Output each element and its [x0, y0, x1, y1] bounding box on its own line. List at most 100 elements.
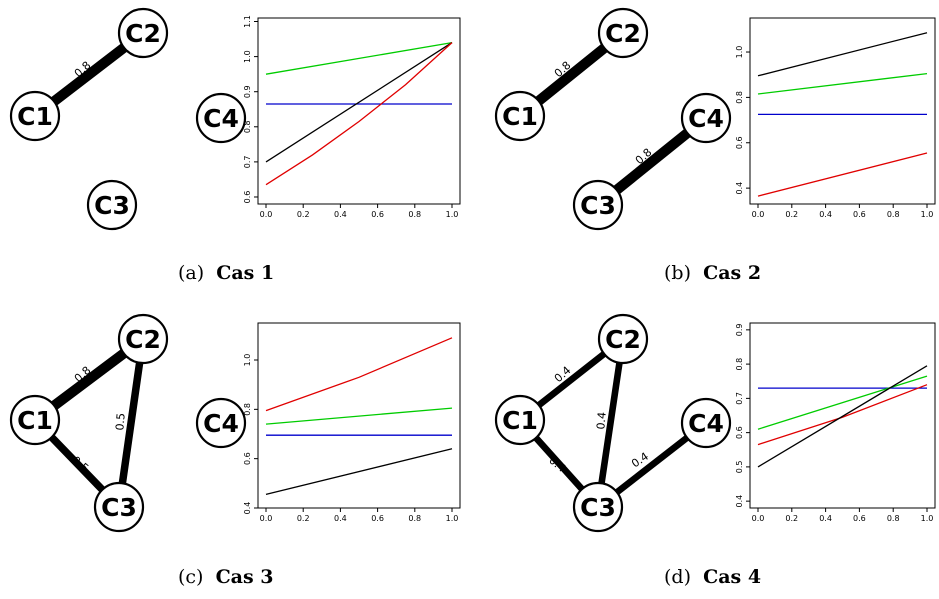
node-c3: [572, 179, 624, 231]
y-tick-label: 0.6: [243, 452, 252, 465]
node-label-c1: C1: [502, 406, 538, 435]
x-tick-label: 0.8: [887, 210, 900, 219]
plot-frame: [749, 17, 936, 205]
x-tick-label: 1.0: [921, 514, 934, 523]
x-tick-label: 0.2: [297, 514, 310, 523]
y-tick-label: 0.8: [735, 91, 744, 104]
node-label-c2: C2: [605, 19, 641, 48]
node-c2: [597, 313, 649, 365]
series-line: [757, 365, 928, 468]
caption-d: (d) Cas 4: [664, 566, 761, 588]
y-tick-label: 0.6: [243, 191, 252, 204]
node-label-c4: C4: [688, 409, 724, 438]
node-label-c1: C1: [17, 102, 53, 131]
y-tick-label: 0.4: [243, 502, 252, 515]
series-line: [265, 42, 453, 163]
x-tick-label: 0.4: [819, 514, 832, 523]
x-tick-label: 0.0: [752, 210, 765, 219]
x-tick-label: 0.8: [887, 514, 900, 523]
plot-frame: [257, 322, 461, 509]
node-c3: [93, 481, 145, 533]
y-tick-label: 1.0: [243, 50, 252, 63]
node-c2: [117, 7, 169, 59]
x-tick-label: 0.6: [853, 514, 866, 523]
node-c3: [86, 179, 138, 231]
x-tick-label: 0.4: [334, 514, 347, 523]
node-label-c1: C1: [17, 406, 53, 435]
series-line: [265, 448, 453, 496]
y-tick-label: 0.6: [735, 136, 744, 149]
edge-c2-c3: [594, 335, 627, 511]
y-tick-label: 0.9: [243, 85, 252, 98]
node-label-c4: C4: [203, 409, 239, 438]
node-label-c1: C1: [502, 102, 538, 131]
caption-d-letter: (d): [664, 566, 691, 588]
node-c4: [680, 92, 732, 144]
x-tick-label: 0.6: [371, 210, 384, 219]
node-label-c2: C2: [125, 325, 161, 354]
line-plot: 0.0 0.2 0.4 0.6 0.8 1.0 0.4 0.5 0.6 0.7 0.8 0.9: [735, 322, 936, 523]
caption-c-letter: (c): [178, 566, 204, 588]
caption-b-title: Cas 2: [703, 262, 762, 284]
x-tick-label: 0.0: [752, 514, 765, 523]
panel-2: 0.8 0.8 C1 C2 C3 C4 0.0 0.2 0.4 0.6 0.8 1.0 0.4 0.6 0.…: [494, 7, 936, 231]
caption-c: (c) Cas 3: [178, 566, 274, 588]
node-c1: [9, 90, 61, 142]
node-c4: [195, 397, 247, 449]
series-line: [265, 407, 453, 425]
line-plot: 0.0 0.2 0.4 0.6 0.8 1.0 0.6 0.7 0.8 0.9 1.0 1.1: [243, 15, 461, 219]
series-line: [265, 41, 453, 75]
line-plot: 0.0 0.2 0.4 0.6 0.8 1.0 0.4 0.6 0.8 1.0: [243, 322, 461, 523]
caption-a: (a) Cas 1: [178, 262, 274, 284]
series-line: [757, 72, 928, 95]
node-label-c3: C3: [580, 191, 616, 220]
series-line: [757, 384, 928, 446]
node-label-c4: C4: [688, 104, 724, 133]
y-tick-label: 1.0: [243, 354, 252, 367]
node-label-c2: C2: [605, 325, 641, 354]
x-tick-label: 1.0: [921, 210, 934, 219]
plot-frame: [257, 17, 461, 205]
edge-weight-label: 0.4: [594, 411, 608, 430]
edge-weight-label: 0.5: [113, 412, 127, 431]
series-line: [757, 375, 928, 430]
caption-d-title: Cas 4: [703, 566, 762, 588]
series-line: [265, 42, 453, 186]
x-tick-label: 0.2: [297, 210, 310, 219]
caption-a-title: Cas 1: [216, 262, 275, 284]
series-line: [757, 152, 928, 197]
y-tick-label: 0.7: [735, 392, 744, 405]
x-tick-label: 0.6: [853, 210, 866, 219]
x-tick-label: 0.0: [260, 514, 273, 523]
x-tick-label: 1.0: [446, 514, 459, 523]
line-plot: 0.0 0.2 0.4 0.6 0.8 1.0 0.4 0.6 0.8 1.0: [735, 17, 936, 219]
node-label-c2: C2: [125, 19, 161, 48]
series-line: [757, 32, 928, 77]
series-line: [265, 337, 453, 412]
y-tick-label: 0.4: [735, 495, 744, 508]
x-tick-label: 0.8: [408, 514, 421, 523]
x-tick-label: 0.4: [819, 210, 832, 219]
y-tick-label: 0.5: [735, 461, 744, 474]
caption-a-letter: (a): [178, 262, 205, 284]
node-c2: [597, 7, 649, 59]
y-tick-label: 0.7: [243, 156, 252, 169]
node-c3: [572, 481, 624, 533]
plot-frame: [749, 322, 936, 509]
node-c4: [680, 397, 732, 449]
panel-1: 0.8 C1 C2 C3 C40.0 0.2 0.4 0.6 0.8 1.0 0.6 0.7 0.8 0.…: [9, 7, 461, 231]
y-tick-label: 1.0: [735, 46, 744, 59]
x-tick-label: 0.4: [334, 210, 347, 219]
node-c1: [494, 394, 546, 446]
caption-c-title: Cas 3: [215, 566, 274, 588]
y-tick-label: 0.6: [735, 426, 744, 439]
node-label-c4: C4: [203, 104, 239, 133]
node-c1: [494, 90, 546, 142]
